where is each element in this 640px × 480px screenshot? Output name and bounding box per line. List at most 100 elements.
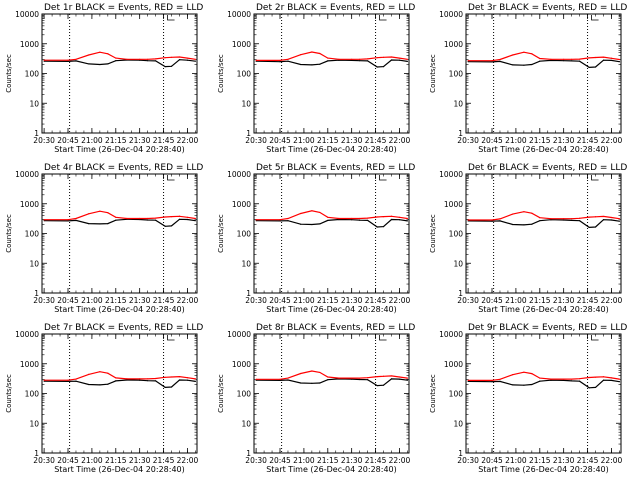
x-tick-label: 21:45 [577,136,599,145]
plot-frame [465,173,622,294]
panel-title: Det 4r BLACK = Events, RED = LLD [44,163,203,173]
data-point-lld [539,57,541,60]
x-tick-label: 20:30 [457,456,479,465]
data-point-events [319,382,321,384]
data-point-lld [491,219,493,221]
data-point-events [512,223,514,226]
data-point-events [523,64,525,66]
x-tick-label: 21:45 [365,456,387,465]
data-point-lld [279,59,281,62]
data-point-events [154,60,157,62]
y-tick-label: 1 [458,289,463,298]
data-point-lld [338,377,340,379]
y-tick-label: 100 [449,70,464,79]
data-point-lld [499,218,501,220]
y-tick-label: 100 [25,230,40,239]
y-tick-label: 10 [453,99,463,108]
data-point-lld [178,215,181,217]
data-point-lld [88,213,90,215]
y-tick-label: 1 [34,449,39,458]
series-line-lld [44,371,196,381]
y-tick-label: 100 [25,390,40,399]
x-tick-label: 21:15 [105,456,127,465]
x-tick-label: 21:15 [529,296,551,305]
data-point-lld [359,217,361,220]
series-line-events [468,219,620,229]
x-tick-label: 21:30 [341,456,363,465]
data-point-events [467,380,469,383]
data-point-lld [287,217,289,220]
x-tick-label: 22:00 [601,136,623,145]
x-tick-label: 21:15 [529,456,551,465]
x-axis-label: Start Time (26-Dec-04 20:28:40) [266,465,397,474]
corner-bracket [167,175,175,181]
data-point-lld [390,215,393,217]
data-point-events [523,224,525,226]
data-point-events [531,223,533,225]
chart-panel-8: Det 8r BLACK = Events, RED = LLD 1 10 100 10… [217,323,415,474]
data-point-events [99,223,101,225]
data-point-events [491,220,493,222]
data-point-lld [406,217,409,220]
data-point-events [571,219,573,222]
data-point-lld [376,375,378,378]
panel-title: Det 5r BLACK = Events, RED = LLD [256,163,415,173]
data-point-lld [571,58,573,60]
y-axis-label: Counts/sec [217,54,225,93]
data-point-lld [126,217,128,220]
corner-bracket [379,15,387,21]
chart-panel-4: Det 4r BLACK = Events, RED = LLD 1 10 100 10… [5,163,203,314]
data-point-lld [300,54,302,56]
x-tick-label: 22:00 [389,136,411,145]
data-point-events [311,382,313,384]
panel-title: Det 1r BLACK = Events, RED = LLD [44,3,203,13]
x-tick-label: 21:30 [553,296,575,305]
data-point-events [390,59,393,61]
y-tick-label: 1000 [232,200,251,209]
data-point-events [588,66,590,69]
data-point-lld [602,215,605,218]
data-point-events [88,223,90,225]
data-point-events [194,380,197,383]
data-point-lld [154,377,157,380]
x-tick-label: 20:30 [245,136,267,145]
chart-panel-5: Det 5r BLACK = Events, RED = LLD 1 10 100 10… [217,163,415,314]
x-tick-label: 21:45 [365,136,387,145]
data-point-events [164,386,166,389]
x-tick-label: 22:00 [177,456,199,465]
x-tick-label: 20:45 [481,456,503,465]
data-point-lld [563,58,565,60]
data-point-events [319,63,321,65]
data-point-lld [178,56,181,58]
x-tick-label: 21:30 [129,136,151,145]
data-point-events [67,220,69,222]
data-point-events [279,379,281,382]
data-point-events [311,64,313,66]
series-line-lld [468,371,620,381]
data-point-events [255,220,257,222]
y-tick-label: 10 [29,419,39,428]
y-tick-label: 1000 [444,40,463,49]
data-point-events [602,59,605,61]
data-point-lld [610,377,613,379]
data-point-lld [300,372,302,375]
data-point-lld [390,56,393,58]
y-tick-label: 1 [246,289,251,298]
x-tick-label: 22:00 [601,296,623,305]
data-point-lld [147,378,149,380]
data-point-events [539,380,541,382]
data-point-events [610,219,613,221]
data-point-lld [300,212,302,215]
data-point-events [107,223,109,225]
data-point-events [194,60,197,62]
chart-panel-7: Det 7r BLACK = Events, RED = LLD 1 10 100 10… [5,323,203,474]
data-point-events [376,66,378,68]
data-point-lld [67,59,69,61]
data-point-lld [512,213,514,215]
data-point-events [186,379,189,381]
data-point-lld [311,370,313,372]
data-point-lld [382,56,385,58]
data-point-events [287,379,289,381]
data-point-lld [602,56,605,58]
data-point-events [376,226,378,228]
